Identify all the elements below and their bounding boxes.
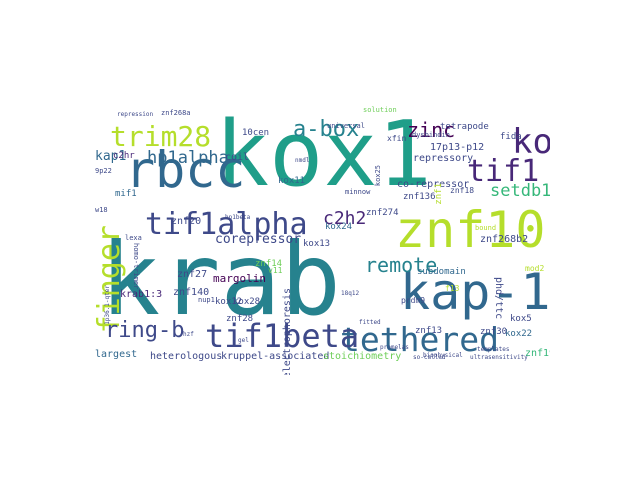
cloud-word: w18	[95, 206, 108, 214]
cloud-word: hp1alpha	[147, 148, 229, 168]
cloud-word: largest	[95, 349, 138, 360]
word-cloud: krab kox1 znf10 kap-1 rbcc tif1alpha tethered t…	[95, 105, 550, 375]
cloud-word: kox24	[325, 222, 353, 232]
cloud-word: c2h2	[323, 208, 367, 229]
cloud-word: tethered	[340, 320, 499, 359]
cloud-word: stoichiometry	[323, 351, 402, 362]
cloud-word: 10cen	[242, 128, 270, 138]
cloud-word: 9p22	[95, 167, 112, 175]
cloud-word: znf268b2	[480, 234, 529, 245]
cloud-word: 18q12	[341, 290, 360, 297]
cloud-word: kox13	[303, 239, 331, 249]
cloud-word: f13	[445, 284, 460, 293]
cloud-word: so-called	[413, 354, 446, 361]
cloud-word: ring-b	[105, 318, 185, 343]
cloud-word: mif1	[115, 189, 137, 199]
cloud-word: kox5	[510, 314, 532, 324]
cloud-word: promelas	[380, 344, 409, 351]
cloud-word: homo-trimer	[132, 243, 140, 290]
cloud-word: hzf	[183, 331, 194, 338]
cloud-word: a-box	[293, 117, 360, 142]
cloud-word: universal	[327, 122, 365, 130]
cloud-word: coil	[225, 152, 250, 163]
cloud-word: znf13	[415, 326, 443, 336]
cloud-word: trim28	[110, 120, 212, 153]
cloud-word: biophysical	[423, 352, 463, 359]
cloud-word: heterologous	[150, 351, 223, 362]
cloud-word: znf10	[395, 201, 546, 259]
cloud-word: kox	[512, 122, 550, 162]
cloud-word: prdm9	[401, 296, 426, 305]
cloud-word: znf19	[525, 348, 550, 359]
cloud-word: znf18	[450, 186, 475, 195]
cloud-word: zinc	[407, 118, 456, 142]
cloud-word: 1p36.1-qter	[104, 285, 111, 325]
cloud-word: znf140	[173, 287, 210, 298]
cloud-word: subdomain	[417, 267, 466, 277]
cloud-word: solution	[363, 106, 397, 114]
cloud-word: znf27	[177, 269, 208, 280]
cloud-word: nup1	[198, 296, 215, 304]
cloud-word: ultrasensitivity	[470, 354, 528, 361]
cloud-word: tif1beta	[205, 317, 360, 355]
cloud-word: znf268a	[161, 109, 191, 117]
cloud-word: setdb1	[490, 181, 550, 201]
cloud-word: kap-1	[400, 263, 550, 321]
cloud-word: gel	[238, 337, 249, 344]
cloud-word: xfin	[387, 134, 407, 143]
cloud-word: kruppel-associated	[221, 351, 330, 362]
cloud-word: dysbindin	[412, 131, 450, 139]
cloud-word: krab	[100, 221, 341, 338]
cloud-word: co-repressor	[397, 179, 470, 190]
cloud-word: lexa	[125, 234, 142, 242]
cloud-word: znf20	[171, 216, 202, 227]
cloud-word: margolin	[213, 272, 266, 285]
cloud-word: kox12	[215, 297, 243, 307]
cloud-word: kox11	[278, 176, 306, 186]
cloud-word: templates	[477, 346, 510, 353]
cloud-word: znf14	[255, 259, 283, 269]
cloud-word: corepressor	[215, 232, 302, 247]
cloud-word: hp1beta	[225, 214, 251, 221]
cloud-word: tetrapode	[440, 122, 489, 132]
cloud-word: krab1:3	[120, 289, 163, 300]
cloud-word: bound	[475, 224, 497, 232]
cloud-word: c2hr	[113, 151, 135, 161]
cloud-word: rbcc	[125, 141, 246, 199]
cloud-word: repressory	[413, 153, 474, 164]
cloud-word: phd/ttc	[493, 277, 504, 320]
cloud-word: remote	[365, 253, 438, 277]
cloud-word: kox1	[215, 105, 432, 207]
cloud-word: fida	[500, 132, 522, 142]
cloud-word: znf30	[480, 327, 508, 337]
cloud-word: znf28	[226, 314, 254, 324]
cloud-word: fitted	[359, 319, 381, 326]
cloud-word: tif1alpha	[145, 207, 308, 242]
cloud-word: 17p13-p12	[430, 142, 485, 153]
cloud-word: kox28	[233, 297, 261, 307]
cloud-word: kap1	[95, 149, 127, 164]
cloud-word: repression	[117, 111, 154, 118]
cloud-word: v11	[268, 266, 283, 275]
cloud-word: tif1	[467, 154, 540, 189]
cloud-word: znf1	[434, 183, 444, 205]
cloud-word: kox25	[374, 165, 382, 187]
cloud-word: znf274	[366, 208, 399, 218]
cloud-word: electrophoresis	[282, 288, 293, 375]
cloud-word: kox22	[505, 329, 533, 339]
cloud-word: znf136	[403, 192, 436, 202]
cloud-word: nmdl	[295, 157, 310, 164]
cloud-word: mod2	[525, 264, 545, 273]
cloud-word: minnow	[345, 188, 371, 196]
